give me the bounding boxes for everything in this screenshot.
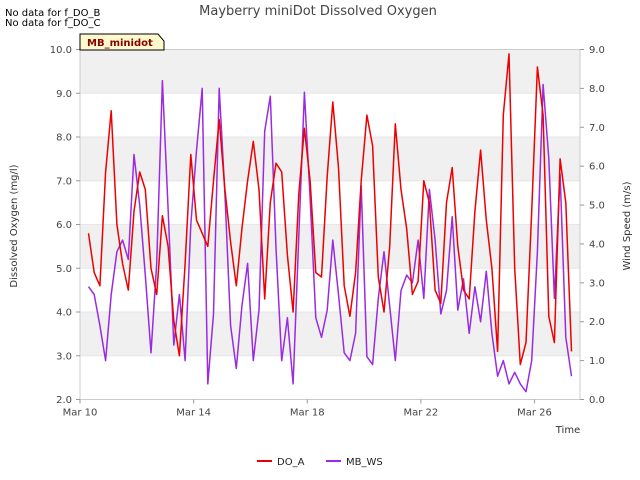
y-tick-label: 10.0 bbox=[50, 45, 72, 56]
y-tick-label: 6.0 bbox=[56, 220, 72, 231]
y2-tick-label: 1.0 bbox=[589, 356, 605, 367]
y2-tick-label: 9.0 bbox=[589, 45, 605, 56]
y-axis-title: Dissolved Oxygen (mg/l) bbox=[9, 164, 20, 287]
y-tick-label: 4.0 bbox=[56, 308, 72, 319]
station-badge-box bbox=[79, 33, 165, 51]
series-line-mb-ws bbox=[87, 79, 573, 393]
y-tick-label: 9.0 bbox=[56, 89, 72, 100]
y2-axis-title: Wind Speed (m/s) bbox=[622, 181, 633, 270]
y2-tick-label: 3.0 bbox=[589, 278, 605, 289]
x-tick-label: Mar 10 bbox=[63, 408, 98, 419]
x-axis-title: Time bbox=[555, 425, 580, 436]
y-tick-label: 2.0 bbox=[56, 395, 72, 406]
chart-title: Mayberry miniDot Dissolved Oxygen bbox=[199, 4, 437, 19]
y2-tick-label: 7.0 bbox=[589, 123, 605, 134]
no-data-note-c: No data for f_DO_C bbox=[5, 18, 101, 29]
legend-label-mb-ws: MB_WS bbox=[346, 457, 383, 468]
legend: DO_A MB_WS bbox=[257, 457, 383, 468]
background-band bbox=[80, 355, 580, 400]
station-badge: MB_minidot bbox=[79, 33, 165, 51]
x-tick-label: Mar 14 bbox=[176, 408, 211, 419]
x-tick-label: Mar 18 bbox=[290, 408, 325, 419]
series-line-do-a bbox=[87, 53, 573, 366]
x-tick-label: Mar 26 bbox=[517, 408, 552, 419]
y-tick-label: 5.0 bbox=[56, 264, 72, 275]
axis-ticks: 2.0 3.0 4.0 5.0 6.0 7.0 8.0 9.0 10.0 0.0 1.0 2.0 3.0… bbox=[50, 45, 605, 419]
x-tick-label: Mar 22 bbox=[404, 408, 439, 419]
y2-tick-label: 2.0 bbox=[589, 317, 605, 328]
background-band bbox=[80, 49, 580, 94]
series-layer bbox=[87, 53, 573, 393]
y2-tick-label: 5.0 bbox=[589, 201, 605, 212]
background-band bbox=[80, 180, 580, 225]
y-tick-label: 3.0 bbox=[56, 351, 72, 362]
y2-tick-label: 4.0 bbox=[589, 239, 605, 250]
legend-label-do-a: DO_A bbox=[277, 457, 305, 468]
y-tick-label: 7.0 bbox=[56, 176, 72, 187]
y2-tick-label: 6.0 bbox=[589, 162, 605, 173]
y-tick-label: 8.0 bbox=[56, 133, 72, 144]
background-band bbox=[80, 224, 580, 269]
y2-tick-label: 0.0 bbox=[589, 395, 605, 406]
station-badge-label: MB_minidot bbox=[87, 38, 153, 49]
background-band bbox=[80, 312, 580, 356]
no-data-note-b: No data for f_DO_B bbox=[5, 8, 101, 19]
y2-tick-label: 8.0 bbox=[589, 84, 605, 95]
